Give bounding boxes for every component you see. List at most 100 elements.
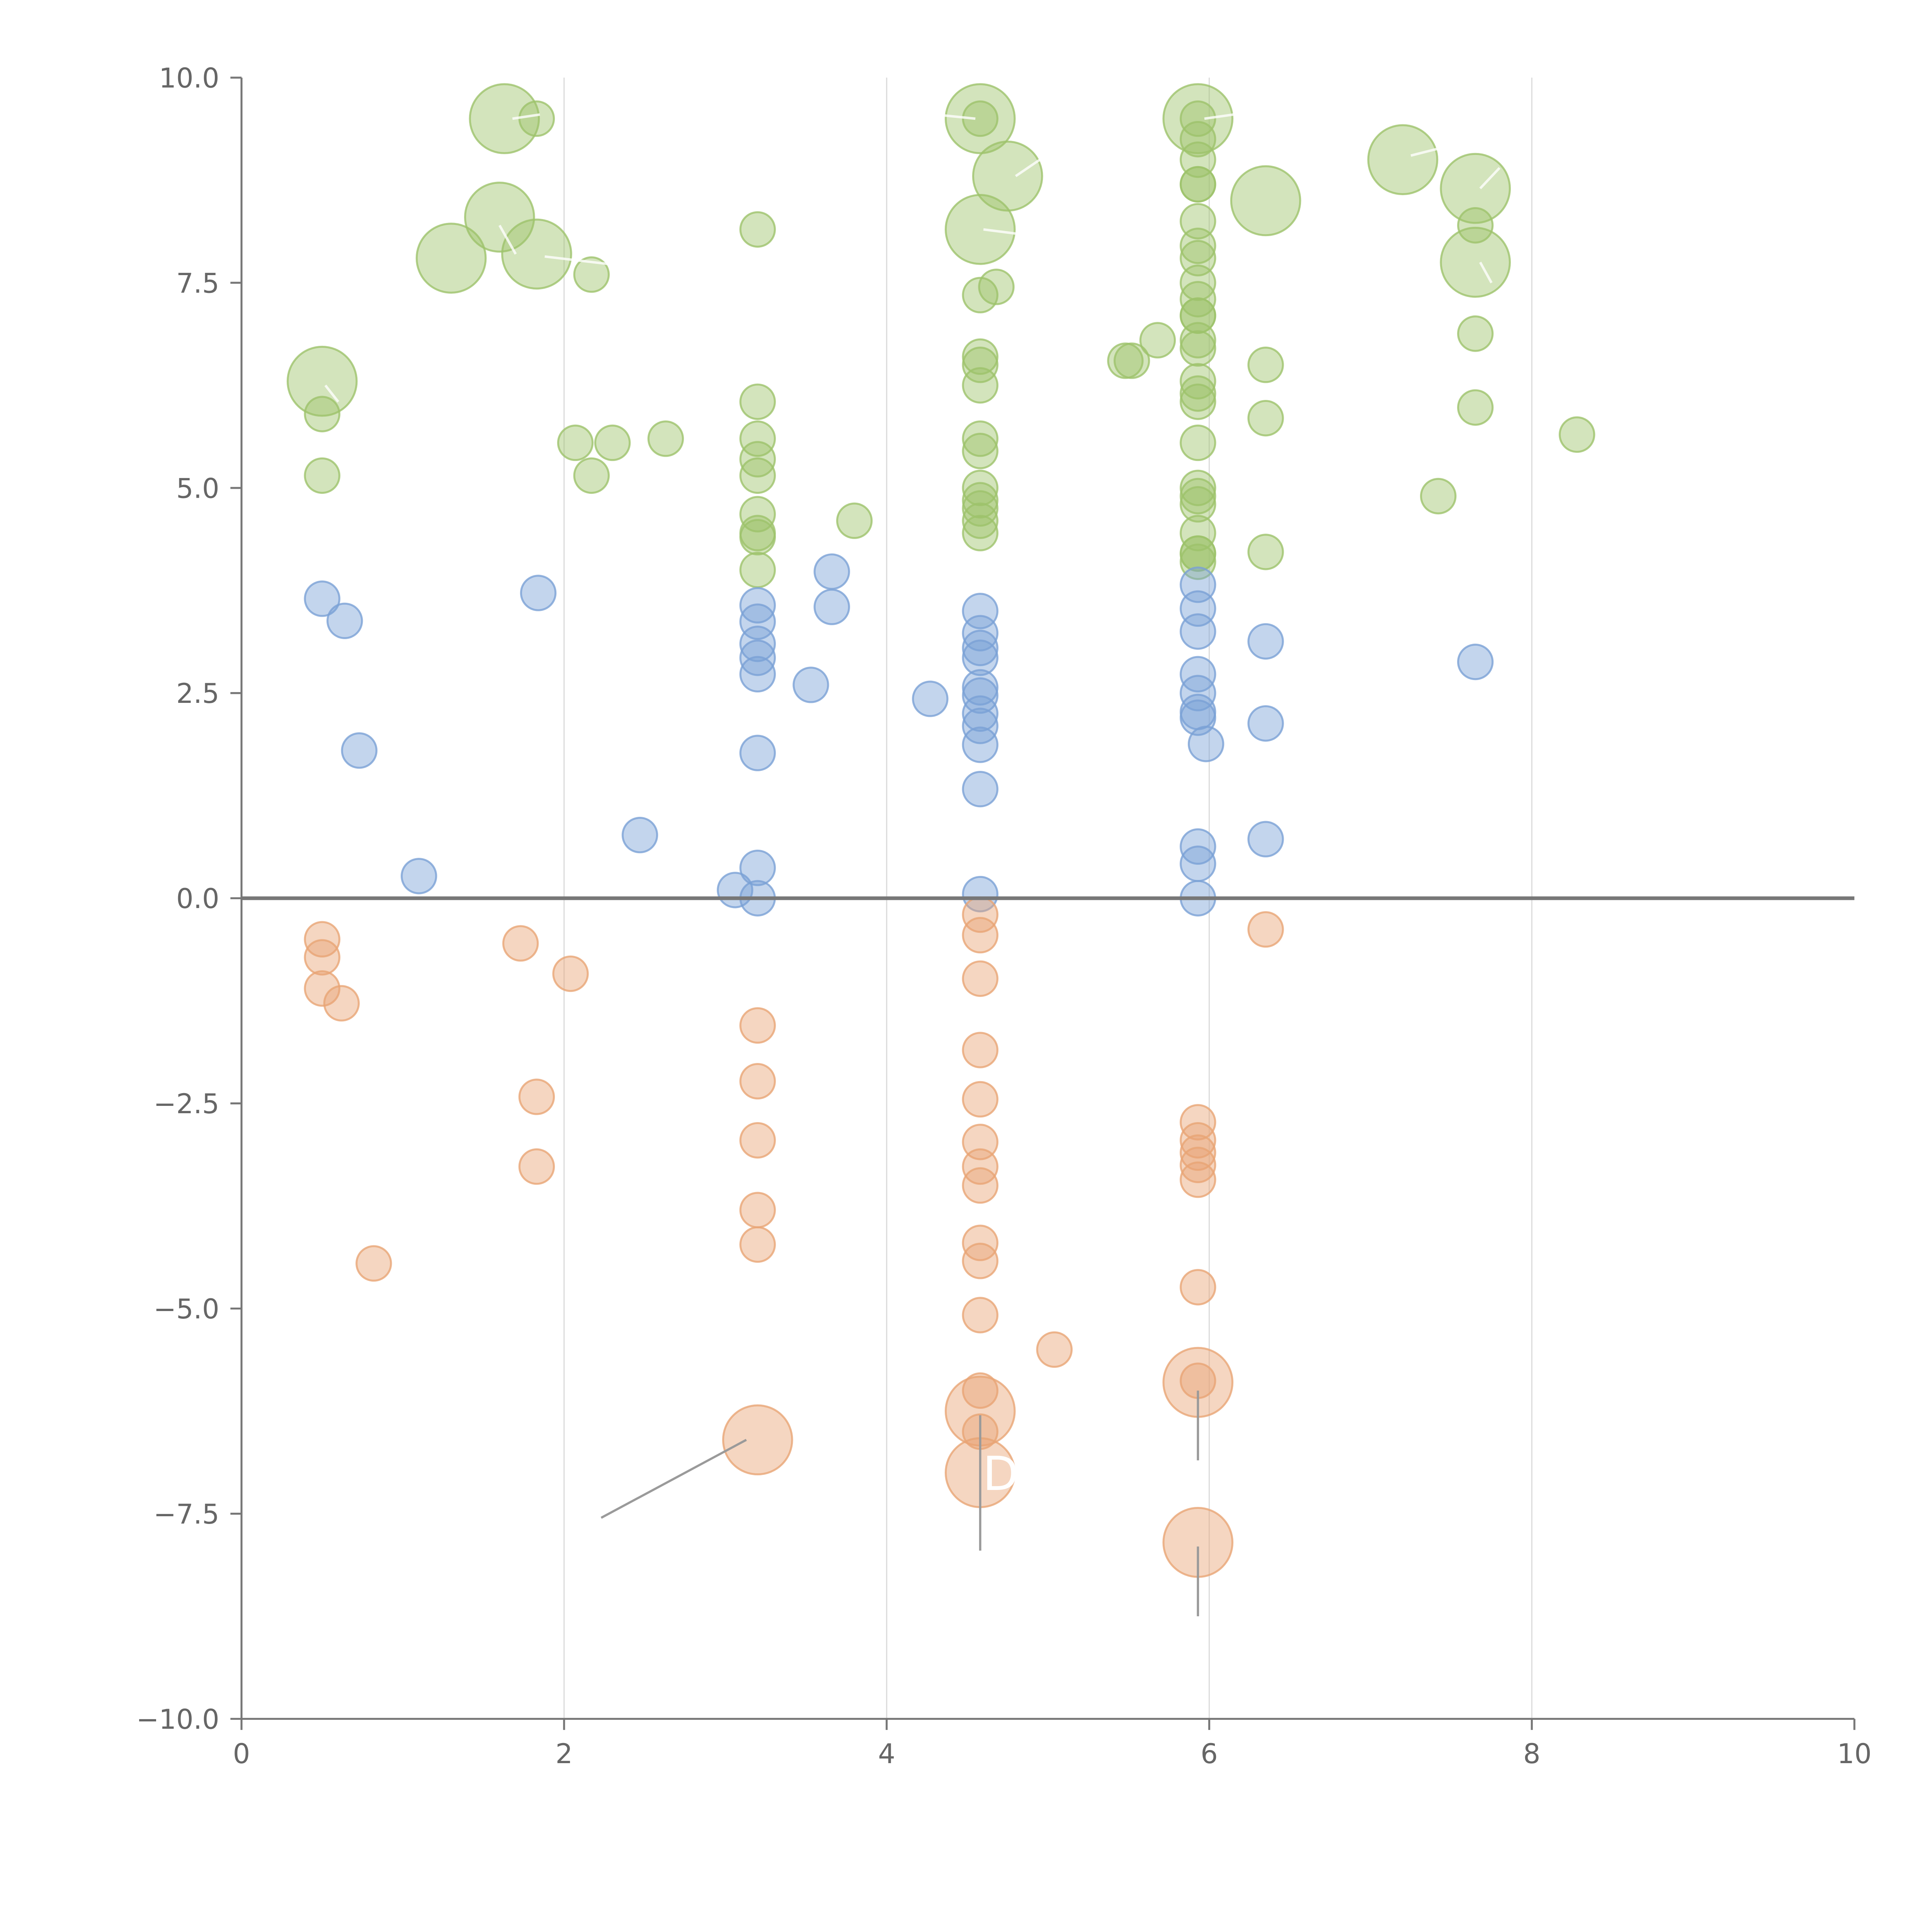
data-point-blue [621,816,658,854]
data-point-orange [739,1192,776,1228]
data-point-green [978,269,1015,305]
data-point-blue [326,602,363,639]
data-point-green [1558,416,1595,453]
annotation-label: D [983,1447,1019,1501]
leader-line [1479,167,1501,189]
data-point-blue [739,656,776,693]
data-point-orange [739,1007,776,1044]
data-point-green [739,551,776,588]
data-point-green [739,457,776,494]
data-point-blue [400,858,437,895]
y-tick-label: 5.0 [176,473,219,504]
y-tick-label: −2.5 [153,1088,219,1120]
annotations: D [983,1447,1019,1501]
data-point-blue [1180,613,1216,650]
data-point-green [557,424,594,461]
data-point-green [962,347,998,383]
data-point-blue [962,707,998,744]
data-point-blue [1247,623,1284,660]
x-tick-label: 0 [233,1738,250,1770]
data-point-green [415,223,487,294]
y-tick-label: −5.0 [153,1293,219,1325]
data-point-orange [739,1226,776,1263]
x-tick-label: 2 [556,1738,573,1770]
data-point-green [1457,389,1494,426]
leader-line [1204,113,1234,120]
leader-line [1479,262,1493,284]
y-tick-label: 7.5 [176,267,219,299]
data-point-green [1247,400,1284,437]
data-point-orange [962,1297,998,1333]
data-point-blue [341,732,378,769]
leader-line [324,384,339,403]
x-tick-label: 6 [1201,1738,1218,1770]
data-point-green [962,420,998,457]
leader-line [1015,158,1041,177]
data-point-green [1180,383,1216,420]
data-point-blue [739,849,776,886]
data-point-blue [793,667,829,703]
data-point-orange [739,1063,776,1100]
data-point-orange [962,960,998,997]
data-point-orange [1180,1161,1216,1198]
data-point-blue [962,629,998,667]
x-tick-label: 4 [878,1738,895,1770]
data-point-orange [1180,1146,1216,1184]
data-point-orange [552,955,589,992]
data-point-green [962,469,998,506]
data-point-blue [962,695,998,732]
data-point-green [594,424,631,461]
leader-line [498,224,517,255]
data-point-green [1457,315,1494,352]
data-point-green [944,83,1016,154]
axes: 10.0 7.5 5.0 2.5 0.0 −2.5 −5.0 −7.5 −10.0 0 2 4 6 8 10 [136,62,1872,1770]
data-point-orange [962,1372,998,1409]
data-point-green [1139,322,1176,359]
data-point-green [1180,330,1216,367]
data-point-green [972,140,1043,212]
data-point-green [1367,124,1439,196]
data-point-green [1113,342,1150,379]
data-point-green [1180,228,1216,264]
y-tick-label: 10.0 [159,62,219,94]
data-point-blue [813,588,850,625]
data-point-blue [739,735,776,771]
leader-line [935,113,976,120]
data-point-blue [962,770,998,808]
y-tick-label: 2.5 [176,678,219,709]
data-point-green [944,194,1016,265]
data-point-orange [1180,1134,1216,1171]
data-point-green [501,218,572,290]
leader-line [983,228,1016,235]
data-point-green [1180,100,1216,137]
data-point-green [1180,363,1216,400]
data-point-orange [323,985,360,1022]
data-point-green [1180,478,1216,515]
data-point-blue [739,603,776,640]
data-point-orange [1036,1331,1073,1368]
data-point-blue [1187,726,1225,762]
data-point-green [573,256,610,293]
data-point-green [1180,535,1216,572]
data-point-orange [518,1148,555,1185]
data-point-green [1180,515,1216,551]
data-point-green [1180,121,1216,158]
data-point-green [962,482,998,519]
data-point-green [962,367,998,404]
data-point-green [464,182,535,253]
data-point-blue [1457,643,1494,680]
data-point-blue [1247,821,1284,857]
data-point-green [1457,207,1494,244]
y-tick-label: −10.0 [136,1704,219,1735]
data-point-green [739,420,776,457]
data-point-orange [962,1081,998,1118]
data-point-green [286,345,358,417]
data-point-blue [304,580,340,617]
leader-line [1410,146,1444,157]
data-point-orange [739,1122,776,1159]
data-point-green [1247,534,1284,570]
data-point-green [739,383,776,420]
data-point-orange [962,917,998,954]
